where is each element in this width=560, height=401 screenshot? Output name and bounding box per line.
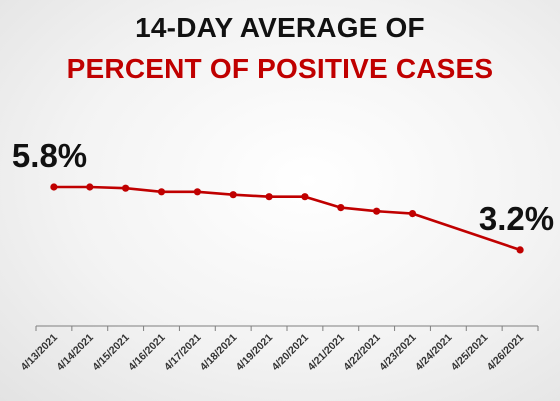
x-tick-label: 4/24/2021 xyxy=(413,332,455,374)
data-point xyxy=(50,183,58,191)
x-axis-ticks xyxy=(35,326,539,331)
data-point xyxy=(373,207,381,215)
x-tick-label: 4/14/2021 xyxy=(54,332,96,374)
x-tick-label: 4/16/2021 xyxy=(126,332,168,374)
data-point xyxy=(157,188,166,196)
x-tick-label: 4/13/2021 xyxy=(19,332,61,374)
x-axis-tick-labels: 4/13/20214/14/20214/15/20214/16/20214/17… xyxy=(19,332,527,374)
data-point xyxy=(408,210,417,218)
data-point xyxy=(301,193,309,201)
data-point xyxy=(193,188,201,196)
data-point xyxy=(86,183,94,191)
x-tick-label: 4/25/2021 xyxy=(449,332,491,374)
series-points xyxy=(50,183,524,254)
data-point xyxy=(337,204,345,212)
data-label: 5.8% xyxy=(12,137,87,174)
chart-title-line-1: 14-DAY AVERAGE OF xyxy=(135,12,425,43)
x-tick-label: 4/22/2021 xyxy=(341,332,383,374)
data-point xyxy=(229,191,237,199)
x-tick-label: 4/20/2021 xyxy=(270,332,312,374)
x-tick-label: 4/18/2021 xyxy=(198,332,240,374)
x-tick-label: 4/15/2021 xyxy=(90,332,132,374)
series-line xyxy=(52,185,522,252)
data-point xyxy=(516,246,524,254)
x-tick-label: 4/19/2021 xyxy=(234,332,276,374)
x-tick-label: 4/17/2021 xyxy=(162,332,204,374)
chart-title-line-2: PERCENT OF POSITIVE CASES xyxy=(66,53,494,84)
x-tick-label: 4/26/2021 xyxy=(485,332,527,374)
data-point xyxy=(122,184,130,192)
data-label: 3.2% xyxy=(479,200,554,237)
data-point xyxy=(265,193,273,201)
x-tick-label: 4/21/2021 xyxy=(305,332,347,374)
x-tick-label: 4/23/2021 xyxy=(377,332,419,374)
data-label-annotations: 5.8% 3.2% xyxy=(12,137,554,237)
